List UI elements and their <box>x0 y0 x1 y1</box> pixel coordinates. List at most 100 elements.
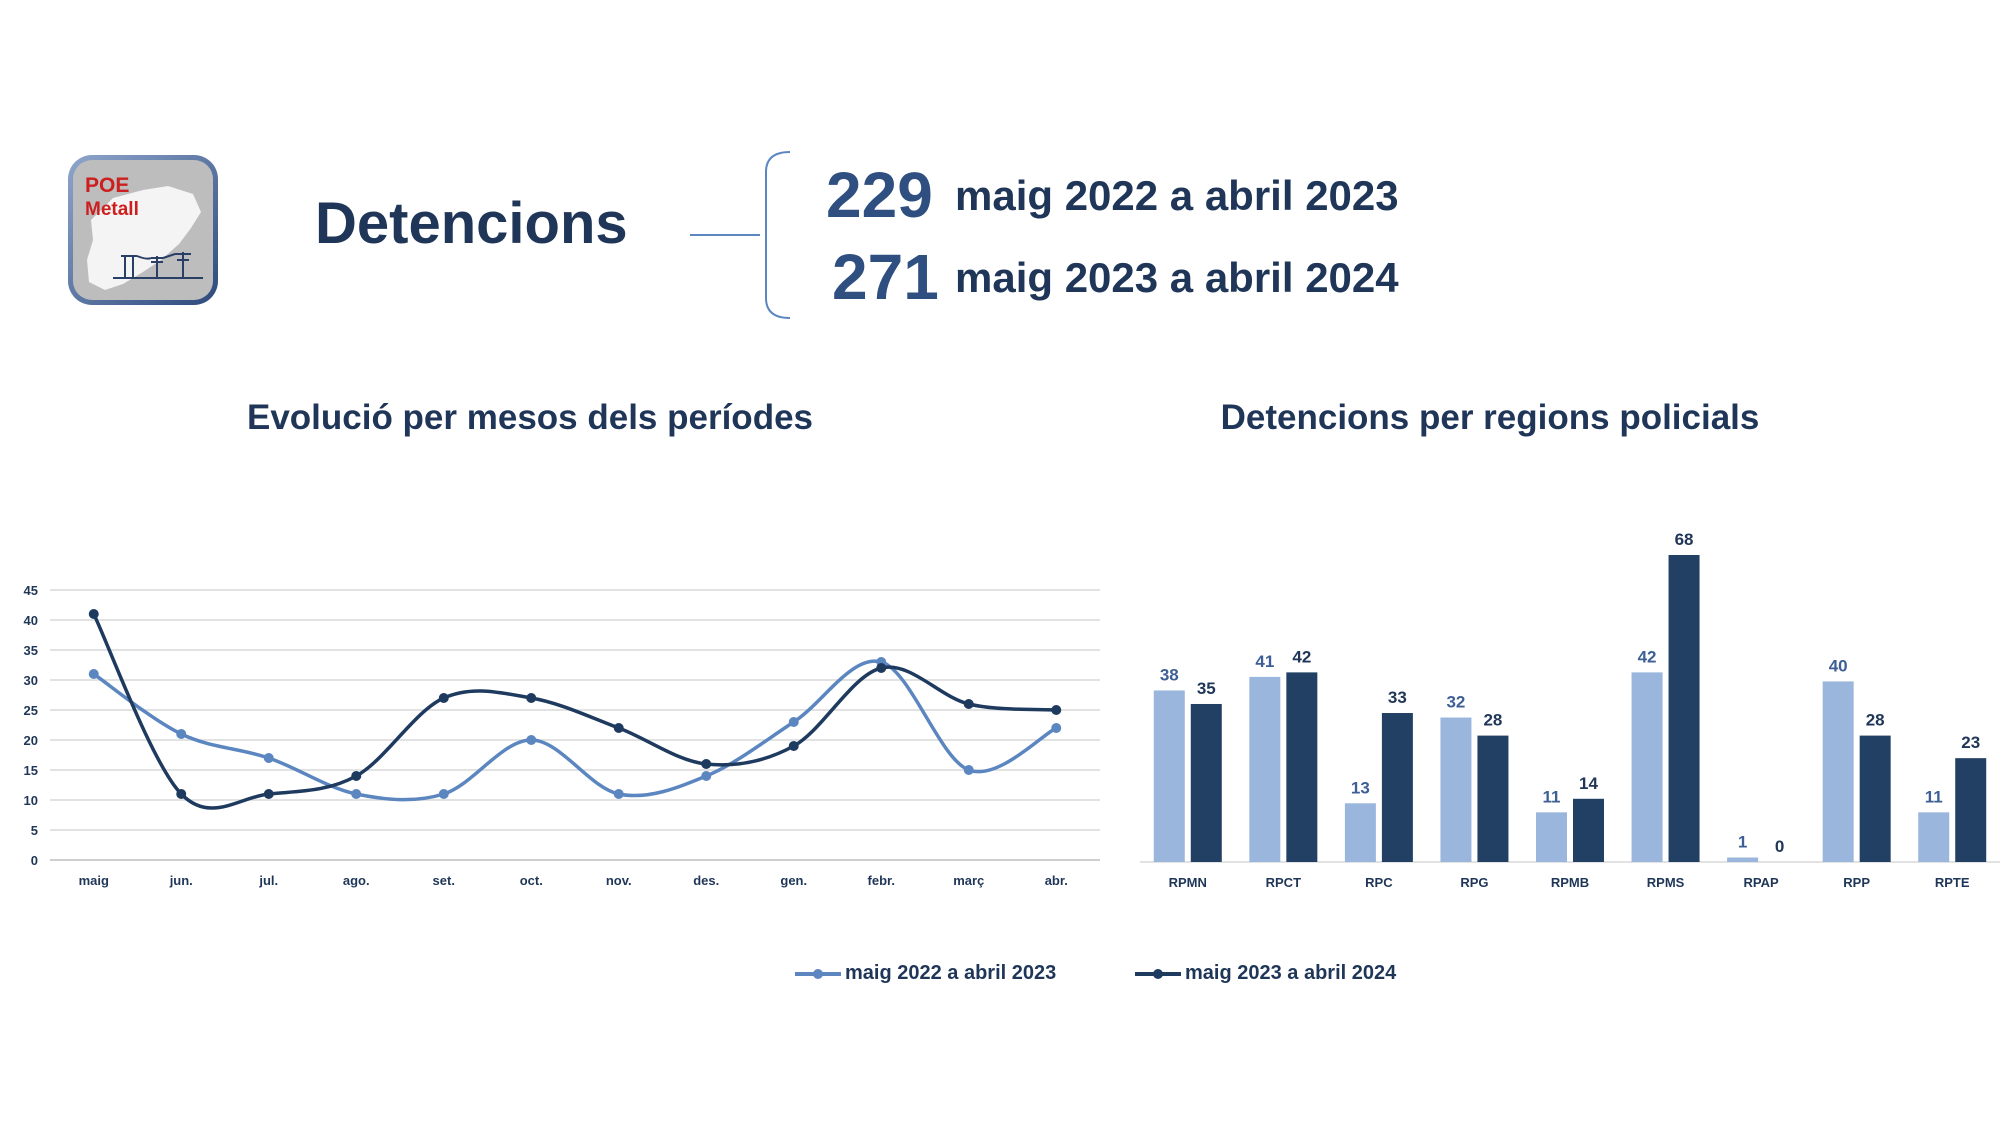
x-tick-label: nov. <box>606 873 632 888</box>
catalonia-map-icon <box>87 186 203 290</box>
x-tick-label: maig <box>79 873 109 888</box>
x-tick-label: RPMN <box>1169 875 1207 890</box>
x-tick-label: abr. <box>1045 873 1068 888</box>
bar-series-1 <box>1918 812 1950 862</box>
bar-series-2 <box>1573 798 1604 862</box>
data-point-series-2 <box>351 771 362 781</box>
x-tick-label: gen. <box>780 873 807 888</box>
x-tick-label: RPTE <box>1935 875 1970 890</box>
x-tick-label: set. <box>433 873 455 888</box>
x-tick-label: RPCT <box>1266 875 1301 890</box>
data-point-series-1 <box>788 717 799 727</box>
data-point-series-2 <box>263 789 274 799</box>
y-tick-label: 10 <box>24 793 38 808</box>
bar-series-2 <box>1190 703 1222 862</box>
bar-data-label: 11 <box>1925 787 1943 806</box>
bar-data-label: 11 <box>1543 787 1561 806</box>
x-tick-label: RPAP <box>1744 875 1779 890</box>
data-point-series-2 <box>788 741 799 751</box>
data-point-series-2 <box>438 693 449 703</box>
y-tick-label: 5 <box>31 823 38 838</box>
x-tick-label: des. <box>693 873 719 888</box>
bar-series-1 <box>1440 717 1472 862</box>
legend-item-series-2: maig 2023 a abril 2024 <box>1135 962 1396 985</box>
data-point-series-2 <box>1051 705 1062 715</box>
bar-data-label: 35 <box>1197 679 1216 698</box>
x-tick-label: ago. <box>343 873 370 888</box>
x-tick-label: RPMB <box>1551 875 1589 890</box>
y-tick-label: 25 <box>24 703 38 718</box>
poe-metall-logo: POE Metall <box>68 155 218 305</box>
data-point-series-1 <box>526 735 537 745</box>
y-tick-label: 35 <box>24 643 38 658</box>
series-line-2 <box>92 613 1057 810</box>
bar-data-label: 13 <box>1351 778 1370 797</box>
bar-series-1 <box>1822 681 1854 862</box>
bar-series-1 <box>1344 803 1376 862</box>
bar-series-2 <box>1859 735 1891 862</box>
bar-data-label: 42 <box>1638 647 1657 666</box>
data-point-series-1 <box>88 669 99 679</box>
total-period-1: 229 <box>826 159 933 231</box>
line-chart: 0 5 10 15 20 25 30 35 40 45 maig jun. jul. ago. set. oc… <box>24 583 1100 888</box>
data-point-series-1 <box>963 765 974 775</box>
x-tick-label: RPMS <box>1647 875 1685 890</box>
bar-data-label: 14 <box>1579 774 1598 793</box>
x-tick-label: RPP <box>1843 875 1870 890</box>
x-tick-label: jun. <box>169 873 193 888</box>
legend-item-series-1: maig 2022 a abril 2023 <box>795 962 1056 985</box>
x-tick-label: RPG <box>1460 875 1488 890</box>
y-tick-label: 0 <box>31 853 38 868</box>
bar-data-label: 0 <box>1775 837 1784 856</box>
bar-series-1 <box>1631 672 1663 862</box>
bar-series-1 <box>1249 676 1281 862</box>
data-point-series-2 <box>701 759 712 769</box>
data-point-series-2 <box>176 789 187 799</box>
legend-label: maig 2022 a abril 2023 <box>845 962 1057 984</box>
bar-series-1 <box>1727 857 1759 862</box>
bar-series-2 <box>1955 758 1987 862</box>
bar-data-label: 41 <box>1255 652 1274 671</box>
data-point-series-2 <box>876 663 887 673</box>
page-title: Detencions <box>315 191 628 256</box>
data-point-series-2 <box>613 723 624 733</box>
x-tick-label: jul. <box>258 873 278 888</box>
legend-line-marker-icon <box>795 968 841 979</box>
bar-data-label: 40 <box>1829 656 1848 675</box>
logo-text-poe: POE <box>85 174 130 197</box>
bar-series-1 <box>1153 690 1185 862</box>
bar-data-label: 28 <box>1866 711 1885 730</box>
bar-data-label: 1 <box>1738 832 1747 851</box>
bar-series-1 <box>1536 812 1567 862</box>
bar-data-label: 33 <box>1388 688 1407 707</box>
data-point-series-2 <box>963 699 974 709</box>
x-tick-label: RPC <box>1365 875 1393 890</box>
bar-series-2 <box>1668 555 1700 862</box>
series-line-1 <box>92 659 1058 802</box>
data-point-series-1 <box>701 771 712 781</box>
bar-chart-title: Detencions per regions policials <box>1220 398 1760 437</box>
x-tick-label: oct. <box>520 873 543 888</box>
logo-text-metall: Metall <box>85 199 139 220</box>
y-tick-label: 45 <box>24 583 38 598</box>
line-chart-title: Evolució per mesos dels períodes <box>246 398 814 437</box>
total-period-2: 271 <box>832 241 939 313</box>
data-point-series-2 <box>526 693 537 703</box>
x-tick-label: febr. <box>868 873 895 888</box>
y-tick-label: 20 <box>24 733 38 748</box>
bar-data-label: 68 <box>1675 530 1694 549</box>
bar-data-label: 23 <box>1961 733 1980 752</box>
data-point-series-2 <box>88 609 99 619</box>
data-point-series-1 <box>438 789 449 799</box>
period-2-label: maig 2023 a abril 2024 <box>955 254 1399 301</box>
bar-chart: 38 35 RPMN 41 42 RPCT 13 33 RPC 32 28 RPG 11 14 RPMB 42… <box>1140 530 2000 890</box>
y-tick-label: 15 <box>24 763 38 778</box>
data-point-series-1 <box>613 789 624 799</box>
legend-line-marker-icon <box>1135 968 1181 979</box>
legend-label: maig 2023 a abril 2024 <box>1185 962 1397 984</box>
data-point-series-1 <box>263 753 274 763</box>
y-tick-label: 40 <box>24 613 38 628</box>
data-point-series-1 <box>351 789 362 799</box>
bar-series-2 <box>1381 713 1413 862</box>
bar-data-label: 28 <box>1483 711 1502 730</box>
